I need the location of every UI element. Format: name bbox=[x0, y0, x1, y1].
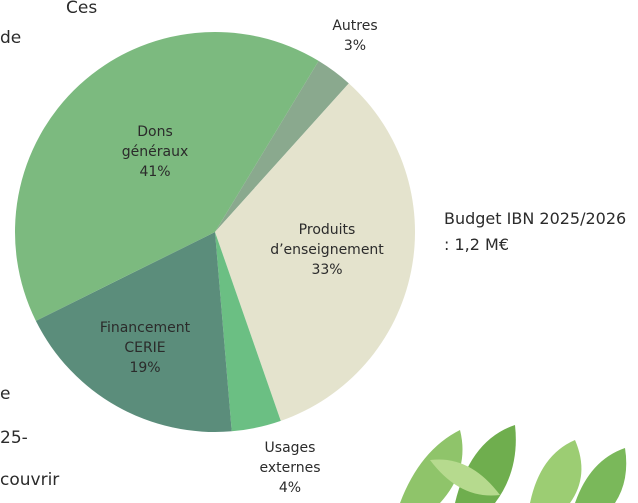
slice-label: Usages externes 4% bbox=[245, 438, 335, 498]
value-label: 4% bbox=[278, 480, 302, 496]
category-label: Usages externes bbox=[259, 440, 321, 476]
value-label: 41% bbox=[139, 164, 171, 180]
text-fragment: de bbox=[0, 28, 22, 48]
slice-label: Produits d’enseignement 33% bbox=[252, 220, 402, 280]
text-fragment: Ces bbox=[66, 0, 98, 18]
pie-slice bbox=[215, 60, 349, 232]
pie-slice bbox=[15, 32, 319, 321]
text-fragment: 25- bbox=[0, 428, 28, 448]
text-fragment: e bbox=[0, 384, 11, 404]
slice-label: Autres 3% bbox=[315, 16, 395, 56]
category-label: Dons généraux bbox=[121, 124, 189, 160]
pie-slice bbox=[35, 232, 232, 433]
value-label: 33% bbox=[311, 262, 343, 278]
pie-slice bbox=[215, 83, 415, 421]
category-label: Produits d’enseignement bbox=[270, 222, 384, 258]
value-label: 3% bbox=[343, 38, 367, 54]
text-fragment: couvrir bbox=[0, 470, 60, 490]
slice-label: Financement CERIE 19% bbox=[80, 318, 210, 378]
pie-slice bbox=[215, 232, 281, 432]
category-label: Autres bbox=[332, 18, 378, 34]
leaves bbox=[400, 425, 627, 503]
slice-label: Dons généraux 41% bbox=[105, 122, 205, 182]
value-label: 19% bbox=[129, 360, 161, 376]
category-label: Financement CERIE bbox=[99, 320, 191, 356]
annotation: Budget IBN 2025/2026 : 1,2 M€ bbox=[444, 209, 627, 254]
